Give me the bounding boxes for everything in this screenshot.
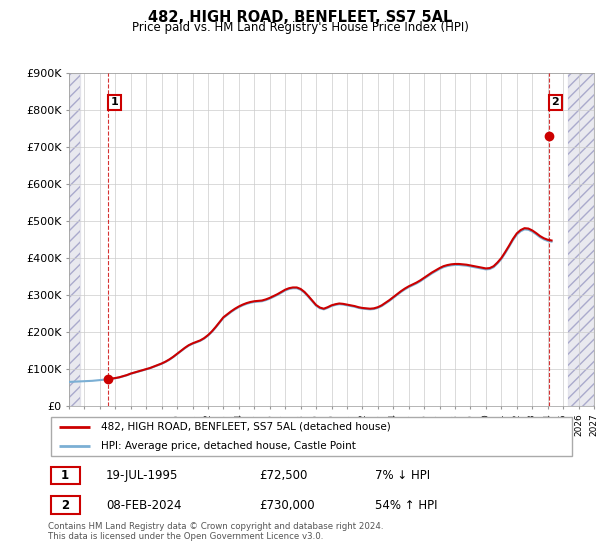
Text: Contains HM Land Registry data © Crown copyright and database right 2024.
This d: Contains HM Land Registry data © Crown c… bbox=[48, 522, 383, 542]
Text: 19-JUL-1995: 19-JUL-1995 bbox=[106, 469, 178, 482]
FancyBboxPatch shape bbox=[50, 417, 572, 456]
Bar bbox=[568, 73, 594, 406]
Text: 482, HIGH ROAD, BENFLEET, SS7 5AL: 482, HIGH ROAD, BENFLEET, SS7 5AL bbox=[148, 10, 452, 25]
Text: 1: 1 bbox=[110, 97, 118, 108]
FancyBboxPatch shape bbox=[50, 467, 80, 484]
Text: 2: 2 bbox=[61, 498, 69, 512]
Text: 08-FEB-2024: 08-FEB-2024 bbox=[106, 498, 182, 512]
Bar bbox=[69, 73, 80, 406]
Text: 7% ↓ HPI: 7% ↓ HPI bbox=[376, 469, 430, 482]
Text: £72,500: £72,500 bbox=[259, 469, 308, 482]
Text: 1: 1 bbox=[61, 469, 69, 482]
Bar bbox=[568, 73, 594, 406]
Text: 54% ↑ HPI: 54% ↑ HPI bbox=[376, 498, 438, 512]
Text: 2: 2 bbox=[551, 97, 559, 108]
Text: 482, HIGH ROAD, BENFLEET, SS7 5AL (detached house): 482, HIGH ROAD, BENFLEET, SS7 5AL (detac… bbox=[101, 422, 391, 432]
Text: HPI: Average price, detached house, Castle Point: HPI: Average price, detached house, Cast… bbox=[101, 441, 356, 450]
Bar bbox=[69, 73, 80, 406]
Text: Price paid vs. HM Land Registry's House Price Index (HPI): Price paid vs. HM Land Registry's House … bbox=[131, 21, 469, 34]
Text: £730,000: £730,000 bbox=[259, 498, 315, 512]
FancyBboxPatch shape bbox=[50, 496, 80, 514]
